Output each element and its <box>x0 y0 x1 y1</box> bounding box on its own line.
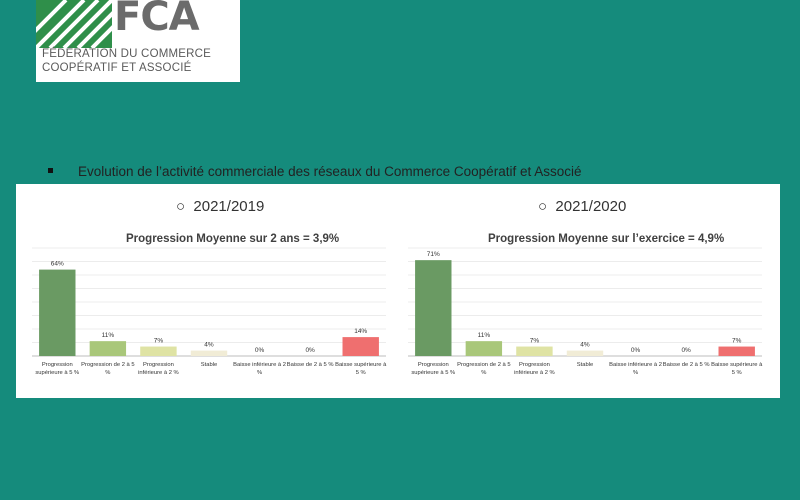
category-label: Stable <box>577 362 593 368</box>
data-label: 7% <box>530 338 540 345</box>
category-label: Progression inférieure à 2 % <box>138 362 179 376</box>
category-label: Baisse inférieure à 2% <box>609 362 662 376</box>
bar-chart-left: 64% Progression supérieure à 5 % 11% Progres… <box>32 247 387 376</box>
category-label-line: % <box>257 370 262 376</box>
bullet-icon <box>48 168 53 173</box>
category-label-line: Stable <box>201 362 217 368</box>
category-label: Stable <box>201 362 217 368</box>
logo-mark: FCA <box>114 0 200 40</box>
period-text-left: 2021/2019 <box>193 198 265 215</box>
logo-stripes-icon <box>36 0 112 48</box>
category-label-line: Baisse supérieure à <box>711 362 763 368</box>
charts-panel: ○ 2021/2019 ○ 2021/2020 Progression Moye… <box>16 184 780 398</box>
data-label: 64% <box>51 261 64 268</box>
bar <box>39 269 76 356</box>
section-heading: Evolution de l’activité commerciale des … <box>78 164 582 179</box>
bar <box>415 260 452 356</box>
category-label-line: Progression de 2 à 5 <box>81 362 135 368</box>
bar <box>190 350 228 356</box>
category-label-line: % <box>481 370 486 376</box>
logo-text-line1: FÉDÉRATION DU COMMERCE <box>42 48 212 60</box>
category-label-line: supérieure à 5 % <box>411 370 455 376</box>
category-label-line: % <box>633 370 638 376</box>
category-label-line: Baisse inférieure à 2 <box>609 362 662 368</box>
period-label-right: ○ 2021/2020 <box>538 198 627 215</box>
bar <box>566 350 604 356</box>
category-label: Baisse de 2 à 5 % <box>663 362 710 368</box>
period-text-right: 2021/2020 <box>555 198 627 215</box>
data-label: 7% <box>732 338 742 345</box>
category-label-line: Progression <box>42 362 73 368</box>
bar-chart-right: 71% Progression supérieure à 5 % 11% Progres… <box>408 247 763 376</box>
category-label: Baisse supérieure à 5 % <box>711 362 763 376</box>
data-label: 0% <box>255 347 265 354</box>
category-label-line: Progression de 2 à 5 <box>457 362 511 368</box>
bar <box>516 346 553 356</box>
fca-logo: FCA FÉDÉRATION DU COMMERCE COOPÉRATIF ET… <box>36 0 240 82</box>
data-label: 4% <box>204 342 214 349</box>
data-label: 0% <box>631 347 641 354</box>
data-label: 4% <box>580 342 590 349</box>
period-label-left: ○ 2021/2019 <box>176 198 265 215</box>
category-label-line: 5 % <box>356 370 366 376</box>
category-label-line: inférieure à 2 % <box>138 370 179 376</box>
category-label-line: Baisse supérieure à <box>335 362 387 368</box>
chart-title-left: Progression Moyenne sur 2 ans = 3,9% <box>126 233 340 245</box>
bar <box>465 341 503 356</box>
category-label-line: Stable <box>577 362 593 368</box>
category-label-line: Baisse de 2 à 5 % <box>663 362 710 368</box>
logo-text-line2: COOPÉRATIF ET ASSOCIÉ <box>42 62 192 74</box>
category-label: Baisse supérieure à 5 % <box>335 362 387 376</box>
category-label-line: Progression <box>143 362 174 368</box>
category-label: Progression inférieure à 2 % <box>514 362 555 376</box>
data-label: 0% <box>305 347 315 354</box>
category-label: Baisse de 2 à 5 % <box>287 362 334 368</box>
category-label-line: Baisse de 2 à 5 % <box>287 362 334 368</box>
category-label-line: Progression <box>519 362 550 368</box>
category-label-line: 5 % <box>732 370 742 376</box>
category-label-line: % <box>105 370 110 376</box>
category-label: Progression supérieure à 5 % <box>411 362 455 376</box>
data-label: 71% <box>427 251 440 258</box>
category-label: Progression de 2 à 5% <box>81 362 135 376</box>
category-label-line: Progression <box>418 362 449 368</box>
category-label: Baisse inférieure à 2% <box>233 362 286 376</box>
category-label: Progression supérieure à 5 % <box>35 362 79 376</box>
bar <box>140 346 177 356</box>
bar <box>89 341 127 356</box>
data-label: 11% <box>102 332 115 339</box>
category-label-line: supérieure à 5 % <box>35 370 79 376</box>
bar <box>718 346 755 356</box>
bar <box>342 337 379 356</box>
data-label: 0% <box>681 347 691 354</box>
category-label: Progression de 2 à 5% <box>457 362 511 376</box>
category-label-line: inférieure à 2 % <box>514 370 555 376</box>
data-label: 14% <box>354 328 367 335</box>
data-label: 11% <box>478 332 491 339</box>
data-label: 7% <box>154 338 164 345</box>
chart-title-right: Progression Moyenne sur l’exercice = 4,9… <box>488 233 725 245</box>
category-label-line: Baisse inférieure à 2 <box>233 362 286 368</box>
